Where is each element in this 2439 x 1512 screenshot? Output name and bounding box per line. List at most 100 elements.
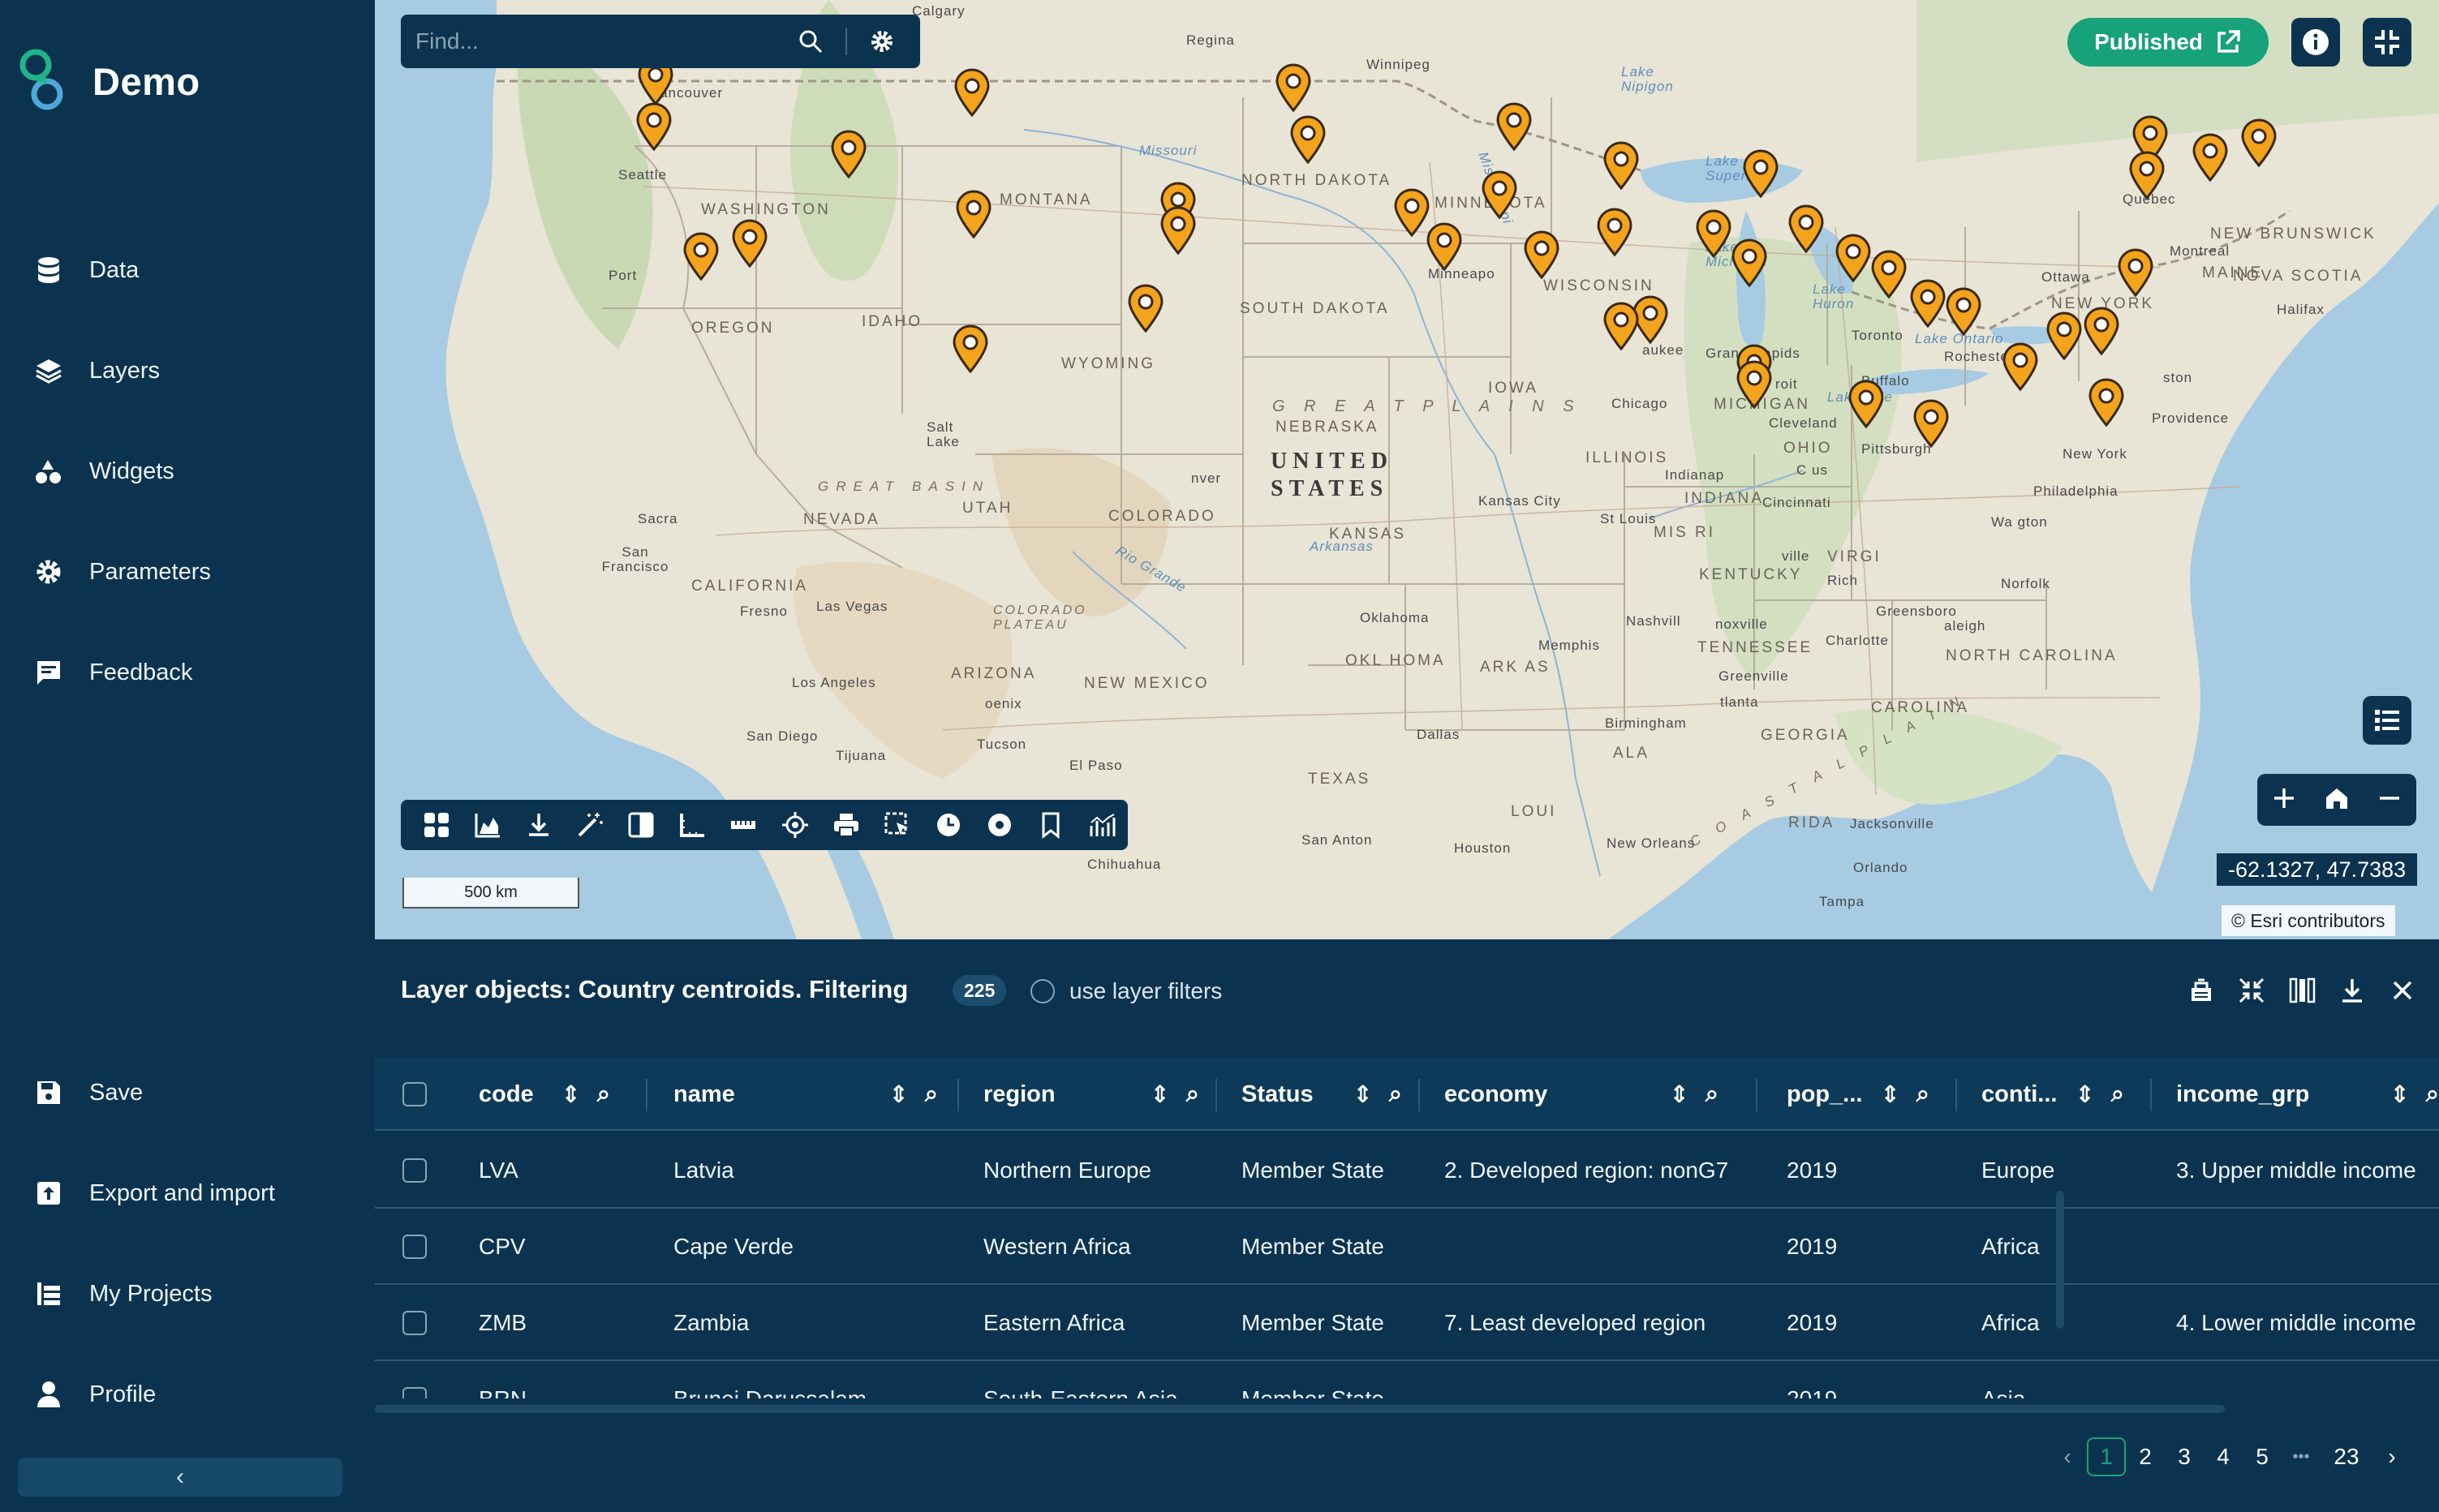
- map-filter-icon[interactable]: [2176, 972, 2226, 1009]
- map-marker-icon[interactable]: [1425, 222, 1464, 271]
- vertical-scrollbar[interactable]: [2056, 1191, 2064, 1329]
- download-icon[interactable]: [513, 800, 564, 850]
- column-header-economy[interactable]: economy ⇕ ⌕: [1444, 1058, 1738, 1131]
- column-header-pop[interactable]: pop_... ⇕ ⌕: [1787, 1058, 1949, 1131]
- column-header-status[interactable]: Status ⇕ ⌕: [1241, 1058, 1422, 1131]
- use-layer-filters-checkbox[interactable]: [1030, 979, 1055, 1003]
- nav-profile[interactable]: Profile: [32, 1370, 357, 1419]
- map-attribution[interactable]: © Esri contributors: [2222, 905, 2395, 936]
- table-row[interactable]: LVA Latvia Northern Europe Member State 2. D…: [375, 1132, 2439, 1209]
- column-divider[interactable]: [646, 1079, 647, 1111]
- page-2[interactable]: 2: [2139, 1444, 2152, 1469]
- nav-save[interactable]: Save: [32, 1068, 357, 1117]
- select-area-icon[interactable]: [871, 800, 923, 850]
- search-icon[interactable]: ⌕: [596, 1080, 610, 1107]
- map-marker-icon[interactable]: [2087, 378, 2126, 427]
- map-marker-icon[interactable]: [1495, 102, 1534, 151]
- column-divider[interactable]: [957, 1079, 959, 1111]
- map-marker-icon[interactable]: [2239, 118, 2278, 167]
- map-marker-icon[interactable]: [2191, 133, 2230, 182]
- horizontal-scrollbar[interactable]: [375, 1405, 2225, 1413]
- map-marker-icon[interactable]: [1602, 141, 1641, 190]
- brand[interactable]: Demo: [16, 47, 200, 115]
- row-checkbox[interactable]: [402, 1158, 427, 1183]
- page-4[interactable]: 4: [2217, 1444, 2230, 1469]
- page-5[interactable]: 5: [2256, 1444, 2269, 1469]
- column-divider[interactable]: [1418, 1079, 1420, 1111]
- map-marker-icon[interactable]: [1912, 399, 1951, 448]
- map-marker-icon[interactable]: [1735, 360, 1774, 409]
- swipe-icon[interactable]: [616, 800, 667, 850]
- ruler-icon[interactable]: [718, 800, 769, 850]
- home-icon[interactable]: [2324, 785, 2350, 815]
- map-marker-icon[interactable]: [1631, 295, 1670, 344]
- search-icon[interactable]: ⌕: [2425, 1080, 2439, 1107]
- column-divider[interactable]: [1215, 1079, 1217, 1111]
- statistics-icon[interactable]: [1077, 800, 1128, 850]
- map-marker-icon[interactable]: [1274, 63, 1313, 112]
- info-button[interactable]: [2291, 18, 2340, 67]
- map-marker-icon[interactable]: [954, 190, 993, 238]
- sort-icon[interactable]: ⇕: [1353, 1081, 1373, 1108]
- map-marker-icon[interactable]: [1126, 284, 1165, 333]
- row-checkbox[interactable]: [402, 1311, 427, 1335]
- close-icon[interactable]: [2377, 972, 2428, 1009]
- exit-fullscreen-button[interactable]: [2363, 18, 2411, 67]
- search-icon[interactable]: ⌕: [1705, 1080, 1718, 1107]
- search-icon[interactable]: ⌕: [1916, 1080, 1929, 1107]
- columns-icon[interactable]: [2277, 972, 2327, 1009]
- sort-icon[interactable]: ⇕: [2390, 1081, 2410, 1108]
- zoom-out-icon[interactable]: [2377, 785, 2402, 815]
- map-marker-icon[interactable]: [2082, 307, 2121, 355]
- map-marker-icon[interactable]: [1694, 209, 1733, 258]
- column-divider[interactable]: [2150, 1079, 2152, 1111]
- search-icon[interactable]: ⌕: [1185, 1080, 1199, 1107]
- sort-icon[interactable]: ⇕: [888, 1081, 909, 1108]
- page-1[interactable]: 1: [2087, 1437, 2126, 1476]
- map-marker-icon[interactable]: [1908, 279, 1947, 328]
- area-chart-icon[interactable]: [462, 800, 513, 850]
- compass-icon[interactable]: [974, 800, 1026, 850]
- nav-widgets[interactable]: Widgets: [32, 447, 357, 496]
- nav-data[interactable]: Data: [32, 246, 357, 294]
- table-row[interactable]: ZMB Zambia Eastern Africa Member State 7. Le…: [375, 1285, 2439, 1361]
- map-marker-icon[interactable]: [2116, 248, 2155, 297]
- map-marker-icon[interactable]: [953, 68, 992, 117]
- map-marker-icon[interactable]: [1159, 206, 1198, 255]
- map-marker-icon[interactable]: [1288, 115, 1327, 164]
- page-ellipsis[interactable]: •••: [2292, 1447, 2310, 1466]
- column-header-code[interactable]: code ⇕ ⌕: [479, 1058, 630, 1131]
- bookmark-icon[interactable]: [1026, 800, 1077, 850]
- legend-button[interactable]: [2363, 696, 2411, 745]
- map-marker-icon[interactable]: [1834, 234, 1873, 282]
- measure-angle-icon[interactable]: [667, 800, 718, 850]
- search-icon[interactable]: ⌕: [2110, 1080, 2124, 1107]
- column-header-income-grp[interactable]: income_grp ⇕ ⌕: [2176, 1058, 2439, 1131]
- select-all-checkbox[interactable]: [402, 1082, 427, 1106]
- map-marker-icon[interactable]: [2001, 342, 2040, 391]
- zoom-in-icon[interactable]: [2271, 785, 2297, 815]
- map-marker-icon[interactable]: [1869, 250, 1908, 299]
- map-marker-icon[interactable]: [2131, 115, 2170, 164]
- map-marker-icon[interactable]: [730, 219, 769, 268]
- column-header-continent[interactable]: conti... ⇕ ⌕: [1981, 1058, 2144, 1131]
- page-last[interactable]: 23: [2334, 1444, 2359, 1469]
- map-marker-icon[interactable]: [1730, 238, 1769, 287]
- table-row[interactable]: BRN Brunei Darussalam South-Eastern Asia Me…: [375, 1361, 2439, 1398]
- nav-feedback[interactable]: Feedback: [32, 648, 357, 697]
- sort-icon[interactable]: ⇕: [1150, 1081, 1170, 1108]
- map-marker-icon[interactable]: [2045, 311, 2084, 360]
- table-row[interactable]: CPV Cape Verde Western Africa Member State 2…: [375, 1209, 2439, 1285]
- map-marker-icon[interactable]: [1392, 188, 1431, 237]
- map-marker-icon[interactable]: [829, 130, 868, 178]
- clock-icon[interactable]: [923, 800, 974, 850]
- search-icon[interactable]: ⌕: [924, 1080, 938, 1107]
- row-checkbox[interactable]: [402, 1235, 427, 1259]
- compress-icon[interactable]: [2226, 972, 2277, 1009]
- map-marker-icon[interactable]: [1741, 149, 1780, 198]
- map-view[interactable]: Vancouver Calgary Regina Winnipeg Quebec…: [375, 0, 2439, 939]
- locate-icon[interactable]: [769, 800, 820, 850]
- column-divider[interactable]: [1955, 1079, 1957, 1111]
- map-marker-icon[interactable]: [1847, 380, 1886, 428]
- sort-icon[interactable]: ⇕: [2075, 1081, 2095, 1108]
